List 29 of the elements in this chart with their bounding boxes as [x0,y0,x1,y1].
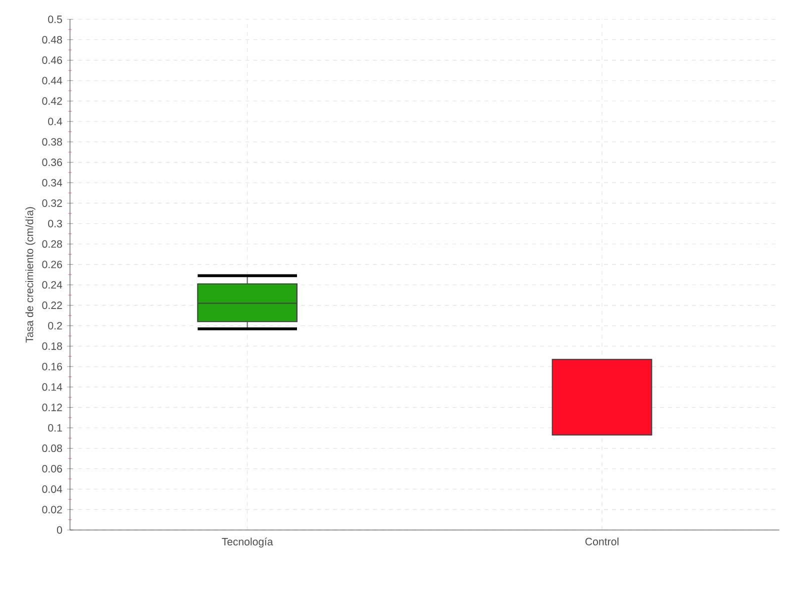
y-tick-label: 0.28 [42,240,62,248]
y-tick-label: 0.14 [42,383,62,391]
y-tick-label: 0.22 [42,302,62,310]
y-tick-label: 0.06 [42,464,62,472]
y-tick-label: 0.36 [42,158,62,166]
y-tick-label: 0.2 [48,322,62,330]
y-tick-label: 0.08 [42,444,62,452]
y-tick-label: 0.24 [42,281,62,289]
y-tick-label: 0.1 [48,424,62,432]
y-tick-label: 0.3 [48,220,62,228]
x-tick-label: Tecnología [222,538,274,548]
y-tick-label: 0.5 [48,16,62,24]
y-tick-label: 0.18 [42,342,62,350]
y-axis-title: Tasa de crecimiento (cm/día) [25,207,36,343]
y-tick-label: 0.4 [48,118,62,126]
y-tick-label: 0.46 [42,56,62,64]
y-tick-label: 0.26 [42,260,62,268]
y-tick-label: 0.04 [42,485,62,493]
y-tick-label: 0.48 [42,36,62,44]
y-tick-label: 0 [56,526,62,534]
y-tick-label: 0.32 [42,199,62,207]
y-tick-label: 0.42 [42,97,62,105]
x-tick-label: Control [585,538,618,546]
y-tick-label: 0.34 [42,178,62,187]
y-tick-label: 0.02 [42,506,62,514]
y-tick-label: 0.38 [42,138,62,146]
y-tick-label: 0.12 [42,404,62,412]
y-tick-label: 0.16 [42,362,62,370]
y-tick-label: 0.44 [42,76,62,84]
